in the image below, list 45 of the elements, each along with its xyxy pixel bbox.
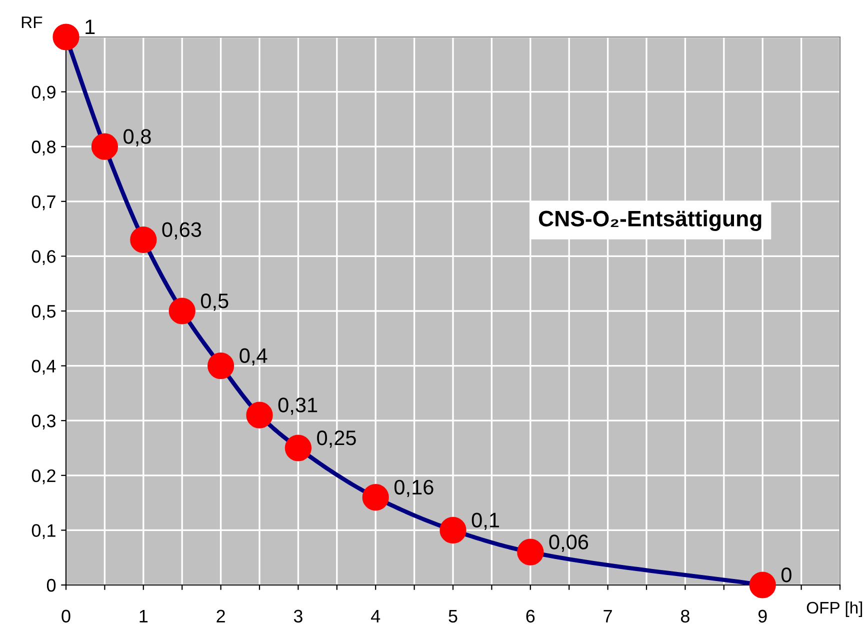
y-tick-label: 0,9 [32, 86, 56, 101]
data-label: 0 [781, 568, 792, 582]
data-label: 1 [86, 20, 95, 34]
x-tick-label: 1 [140, 610, 148, 622]
y-tick-label: 0,3 [32, 414, 56, 430]
y-tick-label: 0,5 [32, 304, 56, 320]
point [246, 402, 273, 428]
point [284, 434, 312, 462]
x-tick-label: 8 [680, 610, 690, 623]
x-tick-label: 9 [758, 610, 767, 623]
point [168, 298, 196, 324]
data-label: 0,25 [317, 430, 356, 448]
y-tick-label: 0,8 [32, 140, 56, 156]
data-label: 0,16 [394, 480, 434, 498]
x-tick-label: 0 [62, 610, 70, 623]
point [517, 538, 544, 566]
y-tick-label: 0 [46, 578, 56, 592]
data-label: 0,31 [278, 398, 318, 415]
data-label: 0,1 [472, 512, 499, 530]
y-tick-label: 0,2 [32, 469, 56, 484]
point [130, 226, 157, 254]
annotation: CNS-O₂-Entsättigung [538, 210, 762, 231]
point [91, 133, 118, 160]
x-tick-label: 2 [216, 610, 225, 622]
point [52, 24, 80, 50]
x-axis-title: OFP [h] [806, 601, 862, 617]
x-tick-label: 3 [294, 610, 302, 623]
y-tick-label: 0,4 [32, 360, 56, 375]
x-tick-label: 7 [604, 610, 612, 622]
data-label: 0,5 [200, 294, 228, 311]
y-axis-title: RF [22, 16, 42, 28]
point [440, 516, 466, 544]
data-label: 0,63 [162, 222, 202, 240]
x-tick-label: 5 [448, 610, 458, 623]
point [749, 572, 776, 598]
data-label: 0,06 [549, 534, 588, 552]
data-label: 0,4 [240, 348, 268, 366]
x-tick-label: 6 [526, 610, 535, 623]
y-tick-label: 0,6 [32, 250, 56, 266]
y-tick-label: 0,7 [32, 195, 56, 210]
x-tick-label: 4 [370, 610, 380, 622]
point [207, 352, 234, 380]
y-tick-label: 0,1 [32, 524, 56, 540]
point [362, 484, 389, 511]
data-label: 0,8 [124, 129, 151, 146]
